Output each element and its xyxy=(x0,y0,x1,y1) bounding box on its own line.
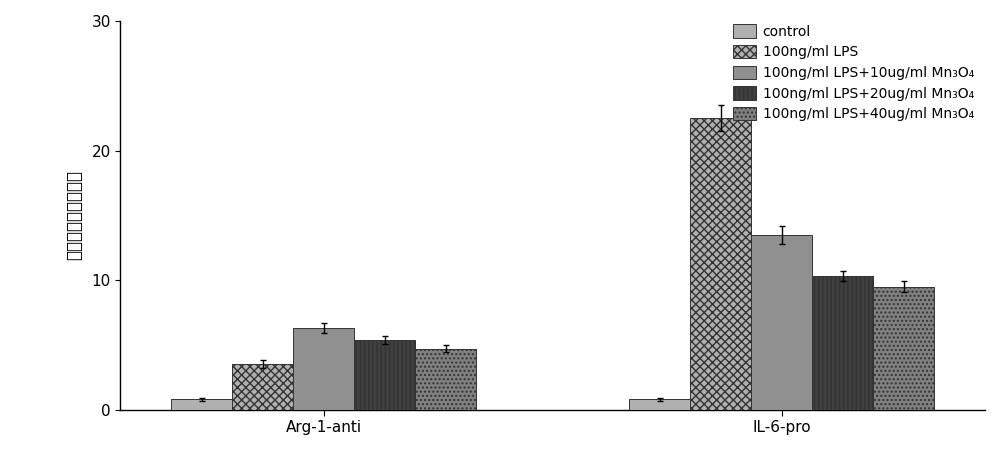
Bar xyxy=(690,118,751,410)
Bar xyxy=(293,328,354,410)
Bar xyxy=(629,399,690,410)
Bar xyxy=(354,340,415,410)
Bar xyxy=(873,287,934,410)
Bar xyxy=(415,349,476,410)
Bar xyxy=(232,364,293,410)
Bar xyxy=(812,276,873,410)
Bar xyxy=(751,235,812,410)
Y-axis label: 炎症因子的表达水平: 炎症因子的表达水平 xyxy=(65,170,83,260)
Bar xyxy=(171,399,232,410)
Legend: control, 100ng/ml LPS, 100ng/ml LPS+10ug/ml Mn₃O₄, 100ng/ml LPS+20ug/ml Mn₃O₄, 1: control, 100ng/ml LPS, 100ng/ml LPS+10ug… xyxy=(729,20,978,126)
